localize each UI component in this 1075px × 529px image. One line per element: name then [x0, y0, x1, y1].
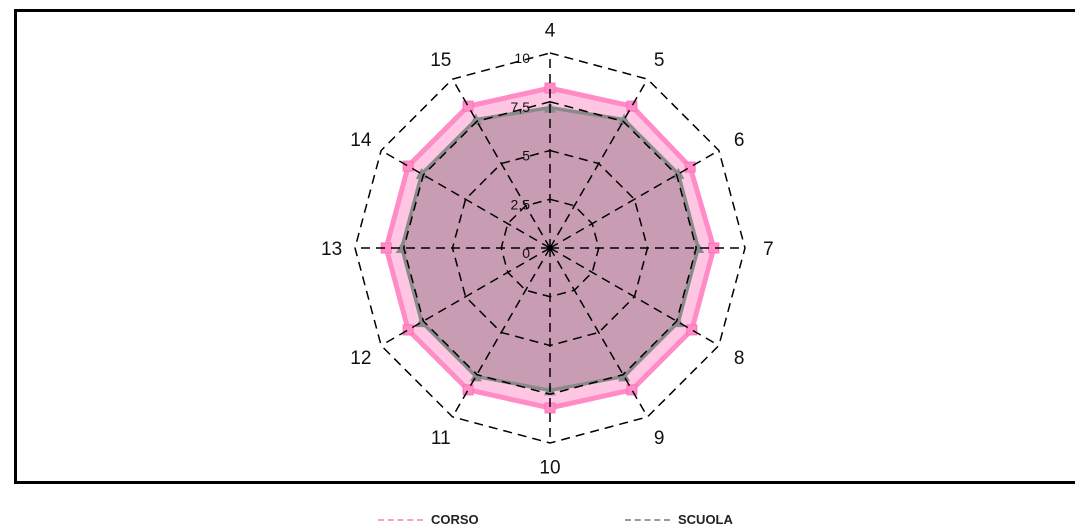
grid-ring: [354, 52, 746, 444]
tick-label: 0: [522, 245, 530, 261]
point-scuola: [672, 167, 685, 179]
grid-spoke: [451, 78, 551, 249]
point-corso: [402, 324, 414, 336]
category-label: 6: [734, 130, 745, 151]
tick-label: 5: [522, 148, 530, 164]
point-corso: [402, 160, 414, 172]
legend-swatch-corso: [378, 518, 423, 521]
tick-label: 2,5: [511, 196, 531, 212]
point-corso: [462, 100, 474, 112]
grid-ring: [402, 100, 698, 396]
grid-spoke: [380, 149, 551, 249]
grid-spoke: [549, 78, 649, 249]
point-scuola: [469, 113, 482, 125]
grid-spoke: [380, 247, 551, 347]
legend-label-scuola: SCUOLA: [678, 512, 733, 527]
point-corso: [684, 161, 696, 173]
chart-frame: [14, 9, 1075, 484]
legend-item-corso: CORSO: [378, 512, 479, 527]
tick-label: 10: [514, 50, 530, 66]
radar-labels: 4 5 6 7 8 9 10 11 12 13 14 15 0 2,5 5 7,5 10: [321, 21, 774, 479]
category-label: 9: [654, 428, 665, 449]
category-label: 4: [545, 21, 556, 42]
category-label: 11: [431, 428, 451, 449]
grid-spoke: [549, 247, 649, 418]
category-label: 7: [763, 239, 774, 260]
grid-spoke: [549, 247, 720, 347]
category-label: 13: [321, 239, 342, 260]
legend-swatch-scuola: [625, 518, 670, 521]
point-scuola: [415, 167, 428, 179]
legend-item-scuola: SCUOLA: [625, 512, 733, 527]
point-corso: [686, 324, 698, 336]
point-corso: [462, 384, 474, 396]
category-label: 12: [350, 348, 371, 369]
category-label: 5: [654, 50, 665, 71]
point-scuola: [618, 370, 631, 382]
legend-label-corso: CORSO: [431, 512, 479, 527]
grid-spoke: [549, 149, 720, 249]
category-label: 14: [350, 130, 372, 151]
category-label: 15: [430, 50, 451, 71]
grid-spoke: [451, 247, 551, 418]
radar-grid: [354, 52, 746, 444]
point-scuola: [618, 113, 631, 125]
category-label: 10: [539, 457, 560, 478]
category-label: 8: [734, 348, 745, 369]
point-corso: [626, 384, 638, 396]
point-scuola: [469, 370, 482, 382]
point-corso: [626, 100, 638, 112]
tick-label: 7,5: [511, 99, 531, 115]
